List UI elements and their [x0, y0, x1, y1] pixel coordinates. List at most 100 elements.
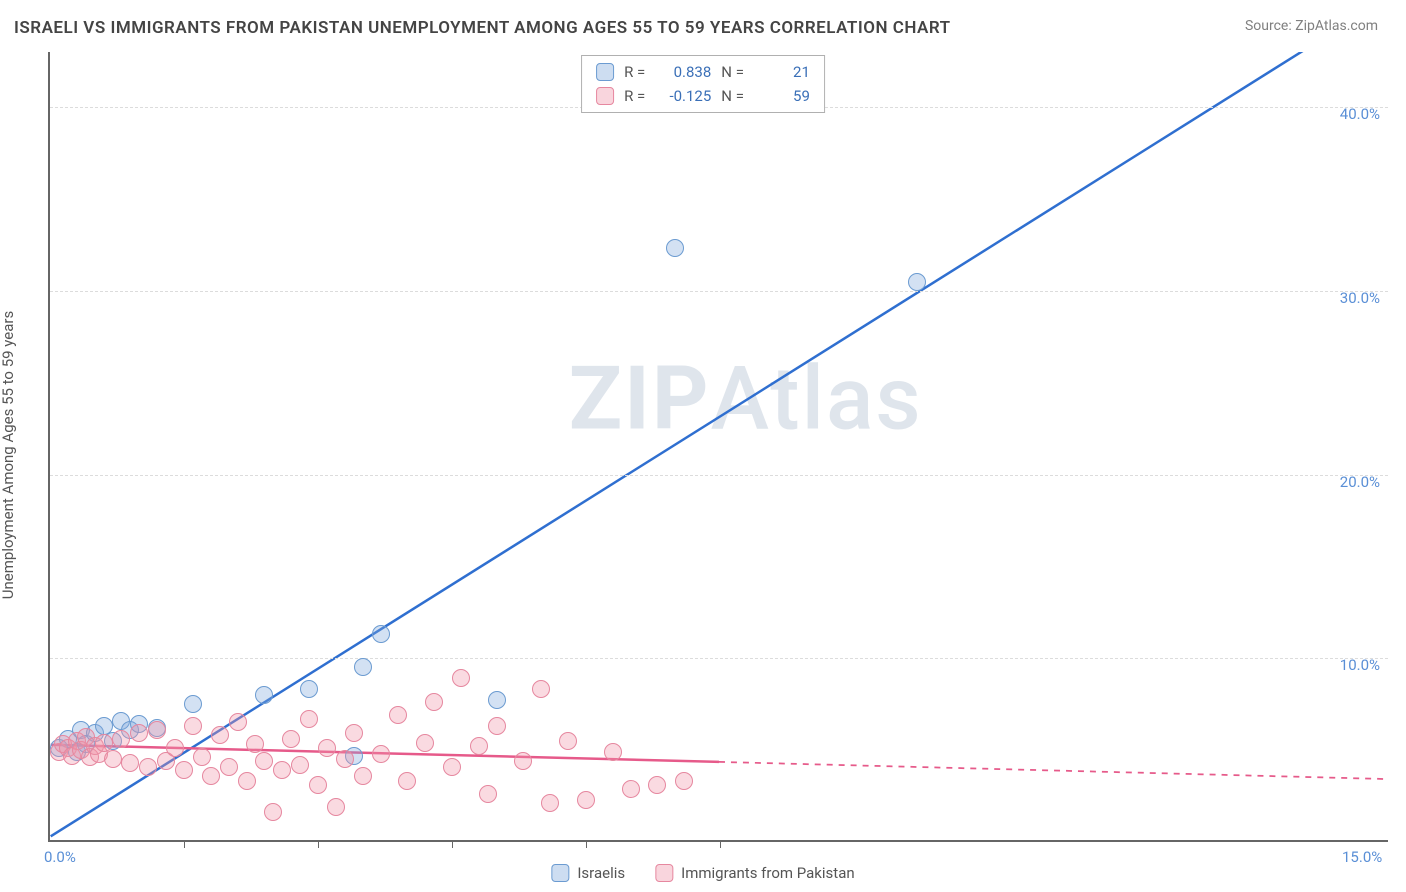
legend-label-pink: Immigrants from Pakistan: [681, 864, 855, 882]
data-point-pink: [273, 761, 291, 779]
data-point-pink: [130, 724, 148, 742]
gridline: [50, 291, 1388, 292]
chart-title: ISRAELI VS IMMIGRANTS FROM PAKISTAN UNEM…: [14, 18, 951, 38]
gridline: [50, 658, 1388, 659]
data-point-pink: [246, 735, 264, 753]
data-point-pink: [398, 772, 416, 790]
data-point-pink: [255, 752, 273, 770]
y-tick-label: 40.0%: [1340, 105, 1380, 123]
data-point-pink: [389, 706, 407, 724]
x-tick: [184, 840, 185, 848]
data-point-pink: [148, 721, 166, 739]
x-tick-label: 0.0%: [44, 848, 76, 866]
data-point-pink: [104, 750, 122, 768]
data-point-pink: [345, 724, 363, 742]
stats-row-blue: R = 0.838 N = 21: [596, 60, 810, 84]
data-point-pink: [488, 717, 506, 735]
data-point-blue: [300, 680, 318, 698]
data-point-pink: [327, 798, 345, 816]
n-label: N =: [721, 84, 744, 108]
r-value-pink: -0.125: [655, 84, 711, 108]
data-point-pink: [229, 713, 247, 731]
watermark-rest: Atlas: [711, 347, 923, 450]
data-point-pink: [112, 730, 130, 748]
data-point-blue: [354, 658, 372, 676]
data-point-pink: [175, 761, 193, 779]
data-point-pink: [443, 758, 461, 776]
data-point-pink: [577, 791, 595, 809]
data-point-pink: [372, 745, 390, 763]
data-point-pink: [282, 730, 300, 748]
swatch-blue-icon: [551, 864, 569, 882]
scatter-chart: ZIPAtlas 10.0%20.0%30.0%40.0%0.0%15.0%: [48, 52, 1388, 842]
data-point-pink: [452, 669, 470, 687]
bottom-legend: Israelis Immigrants from Pakistan: [551, 864, 854, 882]
x-tick: [318, 840, 319, 848]
data-point-pink: [416, 734, 434, 752]
gridline: [50, 475, 1388, 476]
data-point-pink: [184, 717, 202, 735]
legend-item-pink: Immigrants from Pakistan: [655, 864, 855, 882]
y-tick-label: 30.0%: [1340, 289, 1380, 307]
r-value-blue: 0.838: [655, 60, 711, 84]
swatch-pink-icon: [655, 864, 673, 882]
data-point-pink: [220, 758, 238, 776]
data-point-pink: [238, 772, 256, 790]
data-point-pink: [604, 743, 622, 761]
data-point-pink: [470, 737, 488, 755]
data-point-pink: [425, 693, 443, 711]
stats-row-pink: R = -0.125 N = 59: [596, 84, 810, 108]
x-tick: [452, 840, 453, 848]
n-label: N =: [721, 60, 744, 84]
source-attribution: Source: ZipAtlas.com: [1245, 18, 1378, 34]
watermark: ZIPAtlas: [569, 347, 923, 450]
data-point-pink: [675, 772, 693, 790]
data-point-pink: [318, 739, 336, 757]
regression-lines: [50, 52, 1388, 840]
data-point-blue: [184, 695, 202, 713]
data-point-pink: [622, 780, 640, 798]
y-tick-label: 20.0%: [1340, 473, 1380, 491]
regression-line: [51, 52, 1388, 836]
data-point-pink: [202, 767, 220, 785]
data-point-pink: [139, 758, 157, 776]
data-point-pink: [166, 739, 184, 757]
data-point-blue: [908, 273, 926, 291]
data-point-blue: [666, 239, 684, 257]
data-point-pink: [211, 726, 229, 744]
regression-line-dashed: [719, 762, 1387, 779]
x-tick: [586, 840, 587, 848]
watermark-bold: ZIP: [569, 347, 711, 450]
data-point-pink: [514, 752, 532, 770]
y-tick-label: 10.0%: [1340, 656, 1380, 674]
data-point-blue: [488, 691, 506, 709]
data-point-blue: [372, 625, 390, 643]
data-point-pink: [264, 803, 282, 821]
data-point-pink: [479, 785, 497, 803]
data-point-pink: [121, 754, 139, 772]
n-value-pink: 59: [754, 84, 810, 108]
source-link[interactable]: ZipAtlas.com: [1295, 18, 1378, 34]
r-label: R =: [624, 84, 645, 108]
legend-label-blue: Israelis: [577, 864, 625, 882]
stats-legend: R = 0.838 N = 21 R = -0.125 N = 59: [581, 55, 825, 113]
data-point-pink: [541, 794, 559, 812]
x-tick: [720, 840, 721, 848]
data-point-pink: [193, 748, 211, 766]
data-point-pink: [354, 767, 372, 785]
n-value-blue: 21: [754, 60, 810, 84]
data-point-blue: [255, 686, 273, 704]
data-point-pink: [559, 732, 577, 750]
y-axis-label: Unemployment Among Ages 55 to 59 years: [0, 311, 17, 599]
source-label: Source:: [1245, 18, 1295, 34]
data-point-pink: [95, 734, 113, 752]
x-tick-label: 15.0%: [1342, 848, 1382, 866]
data-point-pink: [648, 776, 666, 794]
swatch-pink-icon: [596, 87, 614, 105]
legend-item-blue: Israelis: [551, 864, 625, 882]
data-point-pink: [291, 756, 309, 774]
r-label: R =: [624, 60, 645, 84]
data-point-pink: [336, 750, 354, 768]
data-point-pink: [309, 776, 327, 794]
swatch-blue-icon: [596, 63, 614, 81]
